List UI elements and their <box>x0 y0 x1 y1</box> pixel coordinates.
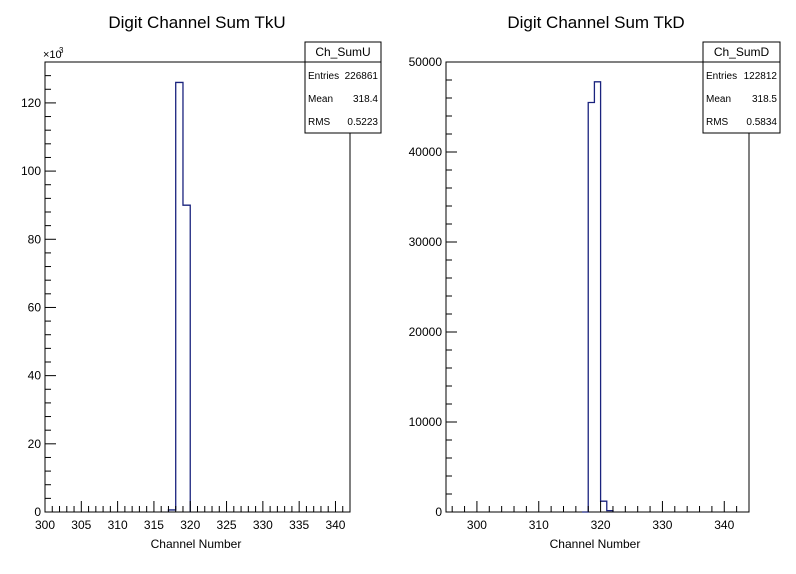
histogram-bin <box>588 103 594 513</box>
histogram-bin <box>176 82 183 512</box>
histogram-outline <box>582 81 614 513</box>
stats-box-name: Ch_SumU <box>315 45 370 59</box>
x-tick-label: 340 <box>714 518 734 532</box>
plot-frame <box>44 61 351 513</box>
stats-row-label: Mean <box>706 94 731 105</box>
stats-box-frame <box>702 41 781 134</box>
chart-title: Digit Channel Sum TkU <box>108 13 285 32</box>
x-tick-label: 310 <box>529 518 549 532</box>
stats-box: Ch_SumD Entries 122812 Mean 318.5 RMS 0.5834 <box>702 41 781 134</box>
histogram-bin <box>183 205 190 512</box>
y-tick-label: 120 <box>21 96 41 110</box>
y-tick-label: 0 <box>435 505 442 519</box>
stats-row-label: RMS <box>308 117 331 128</box>
x-tick-label: 340 <box>325 518 345 532</box>
y-multiplier-exponent: 3 <box>59 46 64 55</box>
x-axis-label: Channel Number <box>151 537 242 551</box>
stats-row-value: 0.5223 <box>347 117 378 128</box>
tkd-histogram-panel: Digit Channel Sum TkD 300 310 320 330 340 0 100… <box>409 13 781 551</box>
histogram-bin <box>594 82 600 512</box>
stats-row-label: Mean <box>308 94 333 105</box>
y-tick-label: 20 <box>28 437 42 451</box>
y-tick-label: 20000 <box>409 325 443 339</box>
y-tick-label: 30000 <box>409 235 443 249</box>
histogram-outline <box>167 81 191 512</box>
x-tick-label: 315 <box>144 518 164 532</box>
stats-row-value: 0.5834 <box>746 117 777 128</box>
stats-row-value: 318.4 <box>353 94 378 105</box>
x-tick-label: 330 <box>652 518 672 532</box>
stats-box: Ch_SumU Entries 226861 Mean 318.4 RMS 0.5223 <box>304 41 382 134</box>
stats-row-label: RMS <box>706 117 729 128</box>
stats-box-name: Ch_SumD <box>714 45 770 59</box>
y-tick-label: 80 <box>28 232 42 246</box>
y-tick-label: 40000 <box>409 145 443 159</box>
plot-frame <box>445 61 750 513</box>
x-tick-label: 300 <box>467 518 487 532</box>
y-tick-label: 40 <box>28 369 42 383</box>
stats-row-label: Entries <box>308 71 339 82</box>
x-tick-label: 320 <box>591 518 611 532</box>
x-tick-label: 310 <box>108 518 128 532</box>
stats-box-frame <box>304 41 382 134</box>
y-tick-label: 10000 <box>409 415 443 429</box>
y-tick-label: 0 <box>34 505 41 519</box>
x-tick-label: 330 <box>253 518 273 532</box>
chart-title: Digit Channel Sum TkD <box>507 13 684 32</box>
stats-row-value: 122812 <box>744 71 778 82</box>
y-tick-label: 60 <box>28 300 42 314</box>
y-multiplier-label: ×10 <box>43 49 62 61</box>
x-axis-label: Channel Number <box>550 537 641 551</box>
histogram-bin <box>601 501 607 512</box>
x-tick-label: 300 <box>35 518 55 532</box>
x-tick-label: 320 <box>180 518 200 532</box>
y-tick-label: 50000 <box>409 55 443 69</box>
stats-row-label: Entries <box>706 71 737 82</box>
stats-row-value: 226861 <box>345 71 379 82</box>
x-tick-label: 325 <box>217 518 237 532</box>
x-tick-label: 335 <box>289 518 309 532</box>
y-tick-label: 100 <box>21 164 41 178</box>
stats-row-value: 318.5 <box>752 94 777 105</box>
x-tick-label: 305 <box>71 518 91 532</box>
